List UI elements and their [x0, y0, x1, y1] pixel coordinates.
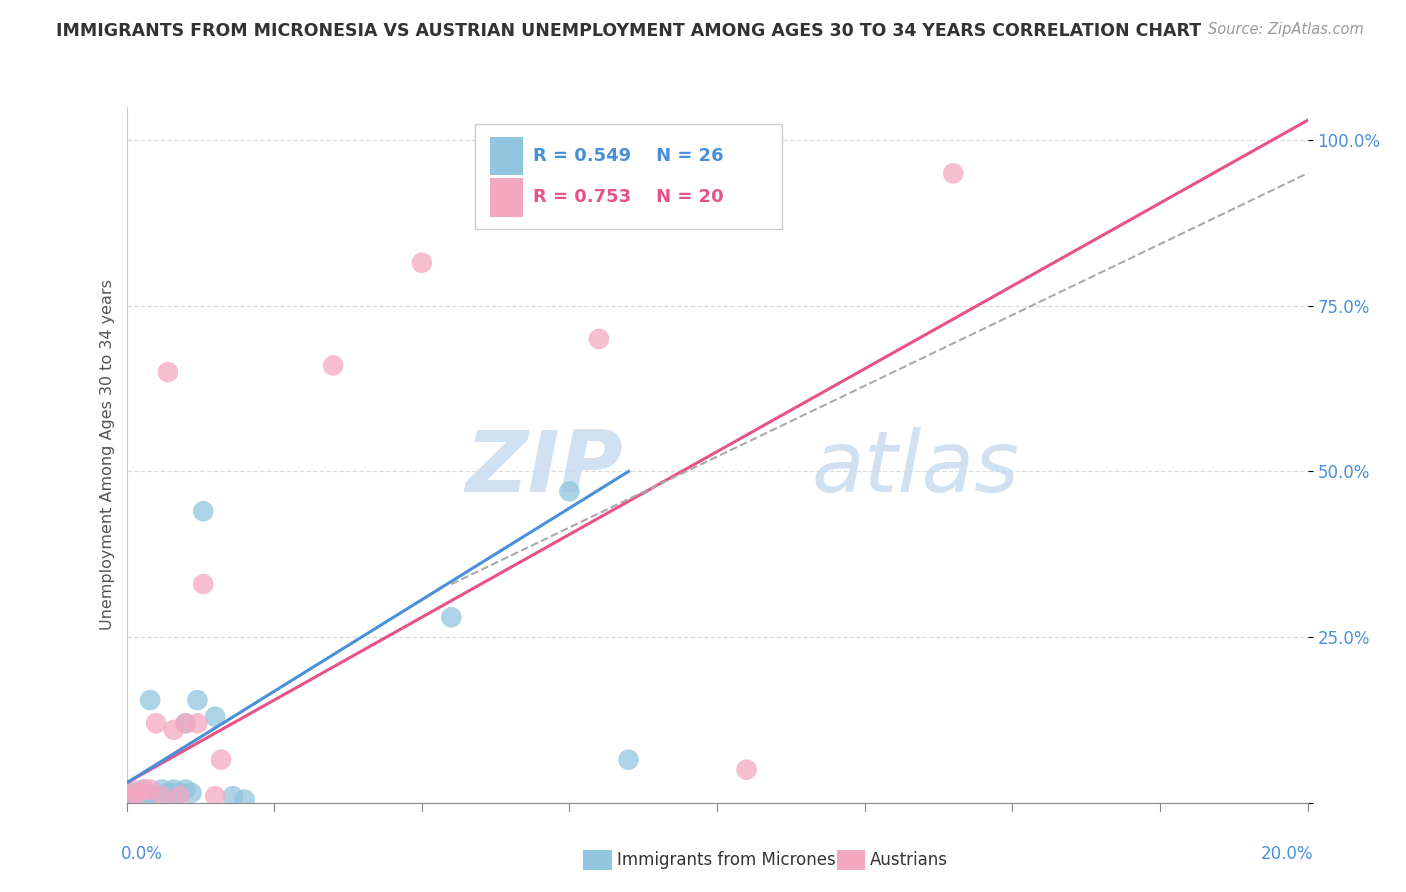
Point: [617, 753, 640, 767]
Point: [145, 716, 167, 731]
Point: [186, 716, 208, 731]
Point: [322, 359, 344, 373]
Point: [127, 786, 149, 800]
Text: R = 0.753    N = 20: R = 0.753 N = 20: [533, 188, 724, 206]
FancyBboxPatch shape: [475, 124, 782, 229]
Point: [150, 789, 173, 804]
Point: [735, 763, 758, 777]
Point: [134, 782, 156, 797]
Point: [942, 166, 965, 180]
Point: [169, 786, 191, 800]
Text: Austrians: Austrians: [870, 851, 948, 869]
Point: [163, 782, 186, 797]
Point: [156, 365, 179, 379]
Point: [121, 792, 143, 806]
Text: R = 0.549    N = 26: R = 0.549 N = 26: [533, 147, 724, 165]
Text: 0.0%: 0.0%: [121, 845, 163, 863]
Point: [139, 789, 162, 804]
Point: [163, 723, 186, 737]
Point: [174, 716, 197, 731]
Bar: [491, 178, 523, 217]
Text: ZIP: ZIP: [465, 427, 623, 510]
Point: [121, 782, 143, 797]
Point: [134, 782, 156, 797]
Y-axis label: Unemployment Among Ages 30 to 34 years: Unemployment Among Ages 30 to 34 years: [100, 279, 115, 631]
Point: [163, 786, 186, 800]
Bar: [491, 136, 523, 175]
Point: [174, 716, 197, 731]
Point: [169, 789, 191, 804]
Point: [139, 782, 162, 797]
Point: [180, 786, 202, 800]
Point: [558, 484, 581, 499]
Point: [588, 332, 610, 346]
Point: [186, 693, 208, 707]
Point: [121, 789, 143, 804]
Text: 20.0%: 20.0%: [1261, 845, 1313, 863]
Point: [127, 792, 149, 806]
Point: [209, 753, 232, 767]
Point: [411, 256, 433, 270]
Point: [222, 789, 245, 804]
Point: [193, 504, 215, 518]
Point: [139, 693, 162, 707]
Point: [145, 789, 167, 804]
Point: [204, 709, 226, 723]
Text: Immigrants from Micronesia: Immigrants from Micronesia: [617, 851, 851, 869]
Point: [134, 792, 156, 806]
Point: [121, 789, 143, 804]
Text: Source: ZipAtlas.com: Source: ZipAtlas.com: [1208, 22, 1364, 37]
Text: atlas: atlas: [811, 427, 1019, 510]
Point: [233, 792, 256, 806]
Point: [127, 786, 149, 800]
Point: [193, 577, 215, 591]
Point: [150, 782, 173, 797]
Point: [174, 782, 197, 797]
Point: [121, 786, 143, 800]
Text: IMMIGRANTS FROM MICRONESIA VS AUSTRIAN UNEMPLOYMENT AMONG AGES 30 TO 34 YEARS CO: IMMIGRANTS FROM MICRONESIA VS AUSTRIAN U…: [56, 22, 1201, 40]
Point: [156, 786, 179, 800]
Point: [440, 610, 463, 624]
Point: [204, 789, 226, 804]
